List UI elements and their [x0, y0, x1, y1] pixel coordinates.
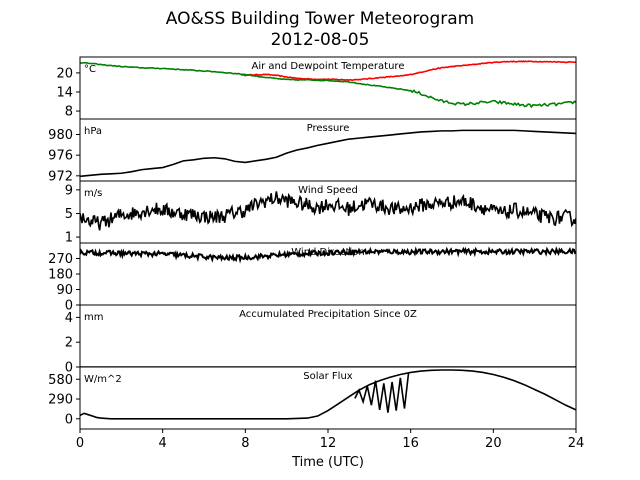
figure-title-line2: 2012-08-05 — [271, 30, 370, 50]
y-tick-label: 972 — [48, 169, 73, 184]
panel-unit: hPa — [84, 126, 102, 137]
x-tick-label: 8 — [241, 436, 249, 451]
panel-title: Solar Flux — [303, 371, 353, 382]
y-tick-label: 2 — [65, 336, 73, 351]
series-line-1 — [80, 246, 576, 264]
y-tick-label: 4 — [65, 311, 73, 326]
y-tick-label: 9 — [65, 183, 73, 198]
y-tick-label: 14 — [56, 85, 73, 100]
y-tick-label: 0 — [65, 299, 73, 314]
x-tick-label: 12 — [320, 436, 337, 451]
panel-title: Pressure — [307, 123, 350, 134]
series-line-1 — [80, 191, 576, 231]
y-tick-label: 0 — [65, 361, 73, 376]
x-tick-label: 16 — [402, 436, 419, 451]
panel-2: 972 976 980 Pressure hPa — [48, 118, 577, 184]
y-tick-label: 8 — [65, 105, 73, 120]
y-tick-label: 290 — [48, 393, 73, 408]
panel-title: Accumulated Precipitation Since 0Z — [239, 309, 417, 320]
x-tick-label: 20 — [485, 436, 502, 451]
y-tick-label: 270 — [48, 252, 73, 267]
panel-title: Wind Speed — [298, 185, 358, 196]
panel-6: 0 290 580 Solar Flux W/m^2 — [48, 366, 577, 433]
y-tick-label: 976 — [48, 149, 73, 164]
panel-unit: W/m^2 — [84, 374, 122, 385]
y-tick-label: 980 — [48, 128, 73, 143]
panel-unit: °C — [84, 64, 96, 75]
series-line-1 — [80, 129, 576, 178]
x-tick-label: 24 — [568, 436, 585, 451]
panel-unit: m/s — [84, 188, 102, 199]
series-line-2 — [80, 61, 576, 109]
panel-5: 0 2 4 Accumulated Precipitation Since 0Z mm — [65, 304, 577, 376]
series-line-2 — [354, 372, 410, 413]
y-tick-label: 580 — [48, 373, 73, 388]
panel-title: Wind Direction — [291, 247, 365, 258]
series-line-1 — [240, 60, 576, 82]
x-tick-label: 4 — [159, 436, 167, 451]
panel-unit: mm — [84, 312, 103, 323]
figure-title-line1: AO&SS Building Tower Meteorogram — [166, 9, 474, 29]
y-tick-label: 180 — [48, 268, 73, 283]
y-tick-label: 90 — [56, 283, 73, 298]
x-axis-label: Time (UTC) — [291, 455, 364, 470]
series-line-1 — [80, 369, 576, 420]
panel-title: Air and Dewpoint Temperature — [252, 61, 405, 72]
panel-3: 1 5 9 Wind Speed m/s — [65, 180, 577, 246]
panel-1: 8 14 20 Air and Dewpoint Temperature °C — [56, 56, 577, 120]
y-tick-label: 20 — [56, 66, 73, 81]
y-tick-label: 5 — [65, 207, 73, 222]
x-tick-label: 0 — [76, 436, 84, 451]
y-tick-label: 1 — [65, 231, 73, 246]
y-tick-label: 0 — [65, 412, 73, 427]
